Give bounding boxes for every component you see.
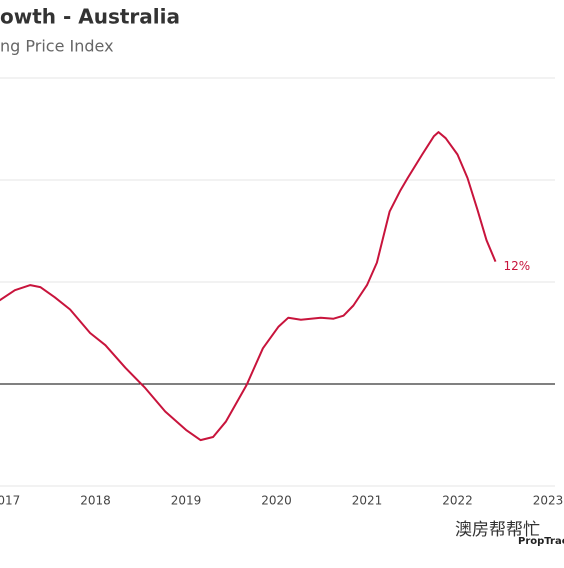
x-tick-label: 2017	[0, 494, 20, 508]
chart-title: owth - Australia	[0, 5, 180, 29]
x-tick-label: 2019	[171, 494, 202, 508]
end-label: 12%	[504, 259, 531, 273]
x-tick-label: 2020	[261, 494, 292, 508]
x-tick-label: 2021	[352, 494, 383, 508]
x-tick-label: 2022	[442, 494, 473, 508]
chart-subtitle: ng Price Index	[0, 37, 114, 56]
watermark: 澳房帮帮忙	[455, 520, 540, 540]
x-tick-label: 2018	[80, 494, 111, 508]
logo: PropTrack	[518, 536, 564, 547]
line	[0, 131, 497, 442]
x-tick-label: 2023	[533, 494, 564, 508]
